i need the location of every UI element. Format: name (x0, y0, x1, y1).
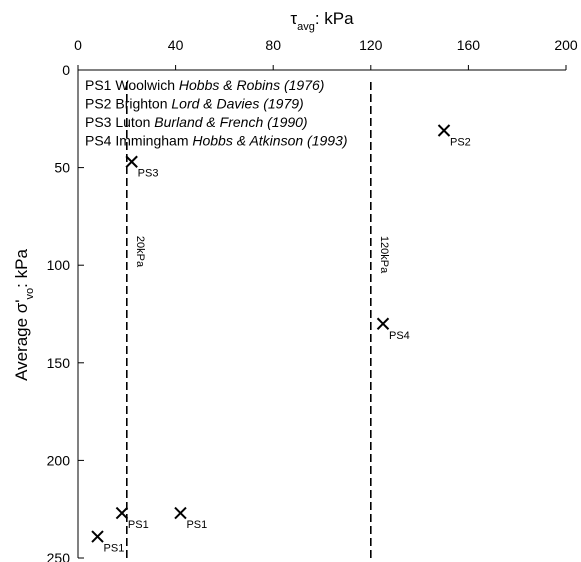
x-tick-label: 80 (265, 37, 281, 53)
data-point (115, 506, 129, 520)
marker-stroke (437, 124, 451, 137)
y-tick-label: 100 (47, 257, 71, 273)
x-tick-label: 200 (554, 37, 578, 53)
x-tick-label: 160 (457, 37, 481, 53)
marker-stroke (125, 155, 138, 168)
data-point (125, 155, 138, 168)
data-point-label: PS1 (128, 519, 149, 531)
marker-stroke (91, 530, 104, 543)
reference-line-label: 120kPa (378, 236, 390, 274)
data-point (174, 506, 187, 520)
data-point (91, 530, 104, 543)
x-tick-label: 40 (168, 37, 184, 53)
x-tick-label: 0 (74, 37, 82, 53)
data-point-label: PS1 (186, 519, 207, 531)
y-axis-title: Average σ'vo: kPa (12, 249, 36, 381)
y-tick-label: 0 (62, 62, 70, 78)
legend-entry: PS4 Immingham Hobbs & Atkinson (1993) (85, 133, 348, 149)
x-axis-title: τavg: kPa (290, 9, 354, 33)
data-point (437, 124, 451, 137)
reference-line-label: 20kPa (134, 236, 146, 268)
legend-entry: PS2 Brighton Lord & Davies (1979) (85, 96, 304, 112)
marker-stroke (376, 317, 390, 330)
data-point-label: PS3 (138, 168, 159, 180)
marker-stroke (174, 506, 187, 520)
y-tick-label: 250 (47, 550, 71, 562)
legend-entry: PS3 Luton Burland & French (1990) (85, 114, 308, 130)
reference-lines: 20kPa 120kPa (126, 82, 390, 558)
y-tick-label: 50 (54, 160, 70, 176)
y-tick-label: 200 (47, 452, 71, 468)
data-point-label: PS2 (450, 137, 471, 149)
marker-stroke (115, 506, 129, 520)
data-point (376, 317, 390, 330)
legend: PS1 Woolwich Hobbs & Robins (1976) PS2 Br… (85, 77, 348, 149)
data-point-label: PS4 (389, 330, 410, 342)
x-tick-label: 120 (359, 37, 383, 53)
data-point-label: PS1 (104, 543, 125, 555)
axes: 0 40 80 120 160 200 0 50 100 150 200 250 τavg: kPa Av… (12, 9, 578, 562)
legend-entry: PS1 Woolwich Hobbs & Robins (1976) (85, 77, 324, 93)
y-tick-label: 150 (47, 355, 71, 371)
